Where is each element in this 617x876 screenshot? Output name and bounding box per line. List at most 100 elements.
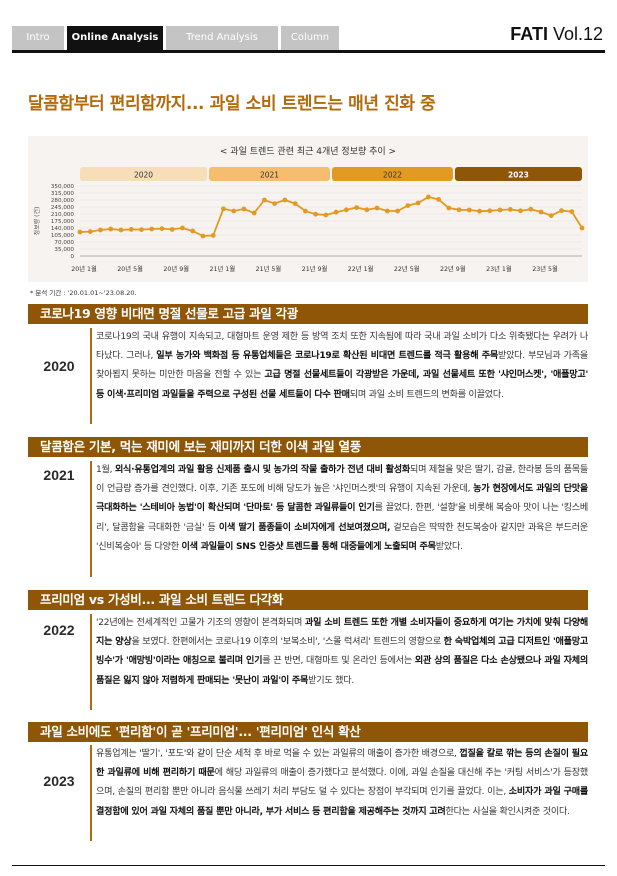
section-body: 2020 코로나19의 국내 유행이 지속되고, 대형마트 운영 제한 등 방역… [28,328,588,424]
emphasis-text: 껍질을 칼로 깎는 등의 손질이 필요한 과일류에 비해 편리하기 때문 [96,749,588,779]
y-tick-label: 70,000 [54,240,74,246]
section-title: 프리미엄 vs 가성비... 과일 소비 트렌드 다각화 [28,590,588,610]
data-point [364,207,370,213]
emphasis-text: 이색 과일들이 SNS 인증샷 트렌드를 통해 대중들에게 노출되며 주목 [181,541,436,552]
data-point [384,208,390,214]
body-text: 한다는 사실을 확인시켜준 것이다. [445,806,570,817]
body-text: 받았다. 부모님과 가족을 찾아뵙지 못하는 미안한 마음을 전할 수 있는 [96,351,589,381]
data-point [87,229,93,234]
data-point [333,209,339,215]
x-tick-label: 23년 5월 [532,264,558,273]
data-point [497,207,503,213]
section-2023: 과일 소비에도 '편리함'이 곧 '프리미엄'... '편리미엄' 인식 확산 … [28,722,588,841]
emphasis-text: 외관 상의 품질은 다소 손상됐으나 과일 자체의 품질은 잃지 않아 저렴하게… [96,656,588,686]
x-tick-label: 22년 1월 [348,264,374,273]
data-point [77,229,83,235]
body-text: 받았다. [435,541,463,552]
tab-trend-analysis[interactable]: Trend Analysis [166,26,278,50]
header-divider [12,50,605,53]
section-paragraph: '22년에는 전세계적인 고물가 기조의 영향이 본격화되며 과일 소비 트렌드… [96,614,588,691]
emphasis-text: 외식·유통업계의 과일 활용 신제품 출시 및 농가의 작물 출하가 전년 대비… [114,465,410,475]
period-label: 2020 [134,171,153,180]
data-point [528,206,534,212]
trend-line-chart: 2020 2021 2022 2023 035,00070,000105,000140,… [33,167,585,273]
x-tick-label: 22년 9월 [440,264,466,273]
data-point [579,225,585,231]
y-tick-label: 35,000 [54,247,74,253]
chart-footnote: * 분석 기간 : '20.01.01~'23.08.20. [30,289,137,297]
data-point [98,227,103,233]
year-divider [90,745,92,841]
emphasis-text: 고급 명절 선물세트들이 각광받은 가운데, 과일 선물세트 또한 '샤인머스켓… [96,370,588,400]
emphasis-text: 이색 딸기 품종들이 소비자에게 선보여졌으며, [218,522,391,533]
data-point [395,208,400,214]
body-text: 코로나19의 국내 유행이 지속되고, 대형마트 운영 제한 등 방역 조치 또… [96,332,588,362]
data-point [302,208,308,214]
period-band-2020 [80,167,208,181]
section-year: 2021 [43,467,75,483]
tab-online-analysis[interactable]: Online Analysis [67,26,163,50]
data-point [169,227,175,232]
data-point [118,227,124,233]
emphasis-text: 농가 현장에서도 과일의 단맛을 극대화하는 '스테비아 농법'이 확산되며 '… [96,484,588,514]
body-text: 을 보였다. 한편에서는 코로나19 이후의 '보복소비', '스몰 럭셔리' … [131,637,444,648]
data-point [282,197,288,203]
body-text: 받기도 했다. [308,675,355,686]
section-2022: 프리미엄 vs 가성비... 과일 소비 트렌드 다각화 2022 '22년에는… [28,590,588,710]
y-axis-label: 정보량 (건) [33,207,41,236]
y-tick-label: 0 [70,254,74,260]
x-tick-label: 20년 9월 [163,264,189,273]
body-text: 를 끌었다. 한편, '설향'을 비롯해 복숭아 맛이 나는 '킹스베리', 달… [96,503,589,533]
x-tick-label: 23년 1월 [486,264,512,273]
x-tick-label: 21년 5월 [256,264,282,273]
data-point [487,208,493,214]
data-point [262,197,267,203]
tab-column[interactable]: Column [281,26,339,50]
section-paragraph: 유통업계는 '딸기', '포도'와 같이 단순 세척 후 바로 먹을 수 있는 … [96,745,588,822]
period-band-2023 [454,167,582,181]
section-paragraph: 코로나19의 국내 유행이 지속되고, 대형마트 운영 제한 등 방역 조치 또… [96,328,588,405]
emphasis-text: 일부 농가와 백화점 등 유통업체들은 코로나19로 확산된 비대면 트렌드를 … [156,351,498,362]
data-point [405,203,411,208]
tab-intro[interactable]: Intro [12,26,64,50]
publication-brand: FATI Vol.12 [510,24,603,45]
data-point [292,201,298,206]
body-text: 에 해당 과일류의 매출이 증가했다고 분석했다. 이에, 과일 손질을 대신해… [96,768,588,798]
data-point [108,226,114,232]
data-point [241,206,247,212]
trend-chart-panel: < 과일 트렌드 관련 최근 4개년 정보량 추이 > 2020 2021 2022… [28,136,588,282]
y-tick-label: 140,000 [51,226,75,232]
data-point [354,205,360,210]
period-label: 2021 [260,171,279,180]
emphasis-text: 한 숙박업체의 고급 디저트인 '애플망고빙수'가 '애망빙'이라는 애칭으로 … [96,637,588,667]
year-divider [90,328,92,424]
data-point [323,212,329,218]
y-tick-label: 280,000 [51,198,75,204]
y-tick-label: 245,000 [51,205,75,211]
data-point [313,211,319,217]
data-point [221,206,226,212]
y-tick-label: 350,000 [51,184,75,190]
section-2021: 달콤함은 기본, 먹는 재미에 보는 재미까지 더한 이색 과일 열풍 2021… [28,437,588,577]
emphasis-text: 소비자가 과일 구매를 결정함에 있어 과일 자체의 품질 뿐만 아니라, 부가… [96,787,588,817]
data-point [149,226,155,232]
data-point [139,227,144,232]
data-point [210,233,216,238]
section-title: 달콤함은 기본, 먹는 재미에 보는 재미까지 더한 이색 과일 열풍 [28,437,588,457]
section-body: 2021 1월, 외식·유통업계의 과일 활용 신제품 출시 및 농가의 작물 … [28,461,588,577]
y-tick-label: 315,000 [51,191,75,197]
data-point [569,209,575,214]
chart-title: < 과일 트렌드 관련 최근 4개년 정보량 추이 > [219,147,397,157]
brand-volume: Vol.12 [547,24,603,44]
data-point [436,197,441,202]
series-line [79,196,583,237]
data-point [425,194,431,200]
page-headline: 달콤함부터 편리함까지... 과일 소비 트렌드는 매년 진화 중 [28,94,436,114]
x-tick-label: 20년 5월 [117,264,143,273]
body-text: 유통업계는 '딸기', '포도'와 같이 단순 세척 후 바로 먹을 수 있는 … [96,749,460,759]
section-title: 과일 소비에도 '편리함'이 곧 '프리미엄'... '편리미엄' 인식 확산 [28,722,588,742]
section-year: 2022 [43,622,75,638]
data-point [507,207,513,212]
data-point [456,207,462,213]
data-point [251,210,257,216]
